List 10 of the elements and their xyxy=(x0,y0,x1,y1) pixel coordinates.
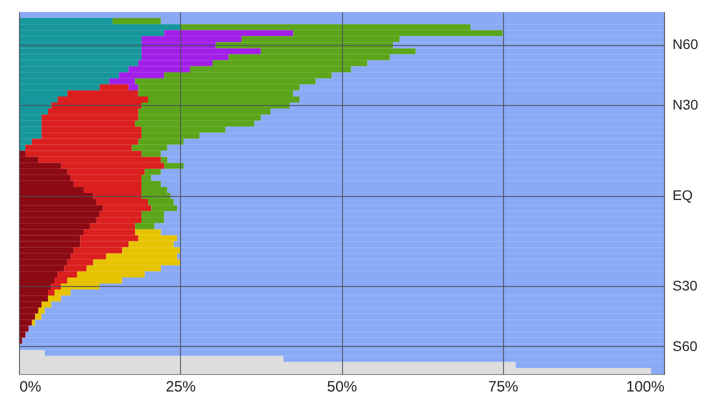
y-tick-label: S60 xyxy=(672,338,698,354)
x-tick-label: 75% xyxy=(488,378,518,396)
x-tick-label: 0% xyxy=(20,378,42,396)
x-tick-label: 50% xyxy=(326,378,358,396)
y-tick-label: N60 xyxy=(672,36,698,52)
y-tick-label: EQ xyxy=(672,187,693,204)
x-tick-label: 100% xyxy=(626,378,664,396)
x-tick-label: 25% xyxy=(166,378,196,396)
y-tick-label: S30 xyxy=(672,278,698,294)
y-tick-label: N30 xyxy=(672,96,698,113)
